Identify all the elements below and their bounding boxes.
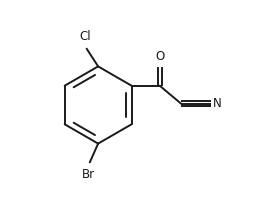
Text: N: N (213, 97, 222, 110)
Text: O: O (155, 50, 164, 63)
Text: Br: Br (82, 168, 95, 181)
Text: Cl: Cl (80, 30, 92, 43)
